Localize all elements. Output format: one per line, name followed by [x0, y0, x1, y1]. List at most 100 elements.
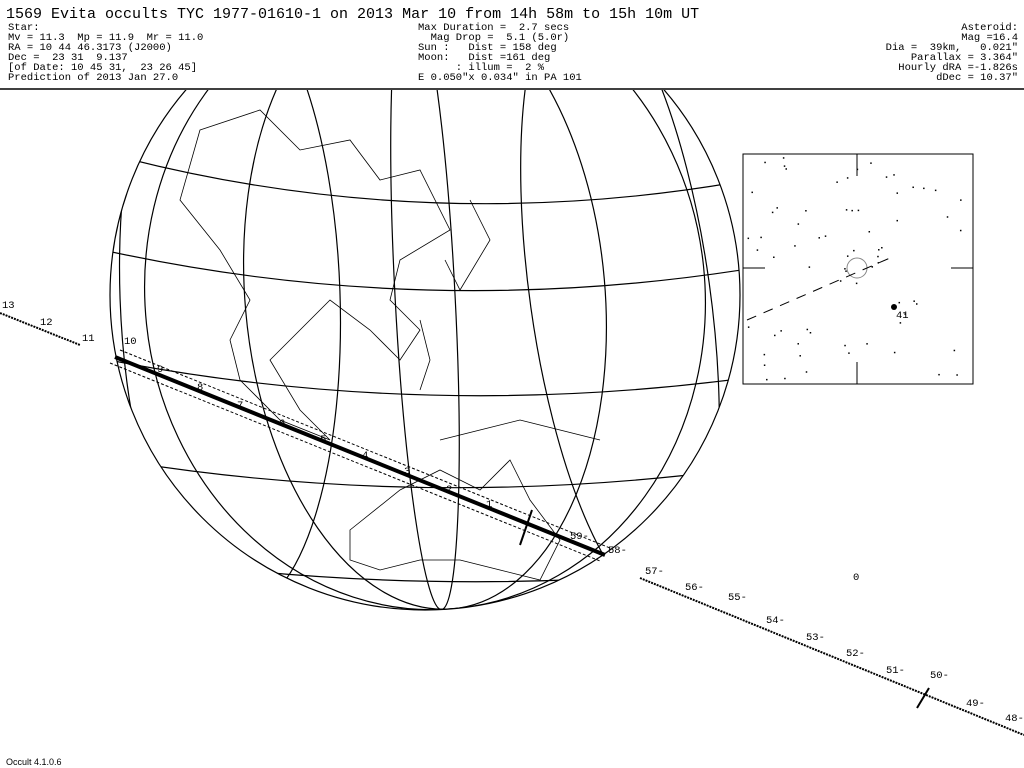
star-info: Dec = 23 31 9.137 [8, 52, 128, 64]
star [844, 344, 846, 347]
track-label: 3 [404, 466, 410, 478]
star-info: [of Date: 10 45 31, 23 26 45] [8, 62, 197, 74]
star [780, 330, 782, 332]
star [783, 165, 786, 167]
star [848, 352, 850, 354]
track-label: 53- [806, 632, 825, 644]
star [846, 255, 849, 257]
track-label: 4 [362, 450, 368, 462]
star [766, 378, 768, 381]
star [756, 249, 759, 251]
star-info: Star: [8, 22, 40, 34]
star [794, 245, 796, 247]
map-marker: 0 [853, 572, 859, 584]
star [806, 328, 809, 331]
asteroid-info: Asteroid: [961, 22, 1018, 34]
star [845, 270, 847, 272]
star [808, 266, 811, 268]
track-label: 11 [82, 333, 95, 345]
star [915, 303, 918, 305]
event-info: E 0.050"x 0.034" in PA 101 [418, 72, 582, 84]
track-label: 8 [197, 382, 203, 394]
track-label: 56- [685, 582, 704, 594]
track-label: 50- [930, 670, 949, 682]
star [898, 301, 901, 304]
star [799, 355, 801, 357]
asteroid-info: Dia = 39km, 0.021" [886, 42, 1018, 54]
star [760, 236, 762, 239]
star [839, 280, 842, 282]
star [844, 268, 846, 270]
star [912, 186, 914, 189]
star [881, 246, 883, 249]
asteroid-info: dDec = 10.37" [936, 72, 1018, 84]
track-label: 49- [966, 698, 985, 710]
track-label: 1 [486, 499, 492, 511]
track-label: 58- [608, 545, 627, 557]
star [868, 231, 871, 233]
star [774, 334, 776, 337]
event-info: Mag Drop = 5.1 (5.0r) [418, 32, 569, 44]
star [776, 207, 778, 209]
star [960, 199, 962, 201]
star [797, 223, 800, 225]
track-label: 9 [157, 364, 163, 376]
star [871, 266, 874, 268]
star [773, 256, 775, 259]
star [747, 237, 750, 240]
event-info: Max Duration = 2.7 secs [418, 22, 569, 34]
star [818, 237, 820, 239]
star [913, 300, 915, 302]
star [845, 209, 848, 211]
star [824, 235, 827, 237]
track [0, 312, 1024, 736]
star [763, 353, 766, 356]
asteroid-info: Hourly dRA =-1.826s [898, 62, 1018, 74]
star [870, 162, 872, 164]
star [896, 219, 898, 222]
star [784, 377, 786, 380]
star [805, 210, 807, 212]
star [904, 313, 906, 315]
star [959, 229, 962, 232]
track-label: 51- [886, 665, 905, 677]
star [846, 177, 849, 179]
track-label: 7 [237, 400, 243, 412]
star [785, 168, 787, 170]
star [956, 374, 958, 376]
footer: Occult 4.1.0.6 [6, 757, 62, 767]
track-label: 55- [728, 592, 747, 604]
star [899, 322, 902, 324]
star [782, 157, 785, 159]
star [856, 168, 859, 171]
globe [109, 90, 741, 611]
star [836, 181, 838, 183]
star [877, 255, 879, 258]
star [857, 209, 860, 212]
star [853, 249, 855, 252]
star-info: RA = 10 44 46.3173 (J2000) [8, 42, 172, 54]
track-label: 5 [320, 434, 326, 446]
track-label: 10 [124, 336, 137, 348]
track-label: 57- [645, 566, 664, 578]
track-label: 2 [446, 484, 452, 496]
star [878, 249, 880, 251]
star [751, 191, 753, 194]
star [938, 373, 940, 376]
track-label: 12 [40, 317, 53, 329]
star [896, 192, 899, 194]
star-field: 41 [742, 153, 974, 385]
event-info: : illum = 2 % [418, 62, 545, 74]
star [923, 187, 925, 190]
star [885, 176, 888, 178]
star [893, 174, 895, 176]
star-info: Mv = 11.3 Mp = 11.9 Mr = 11.0 [8, 32, 203, 44]
star [953, 349, 956, 352]
star [893, 351, 896, 354]
track-label: 6 [279, 418, 285, 430]
asteroid-info: Parallax = 3.364" [911, 52, 1018, 64]
star [877, 262, 880, 264]
star [851, 209, 853, 212]
star [764, 161, 766, 164]
